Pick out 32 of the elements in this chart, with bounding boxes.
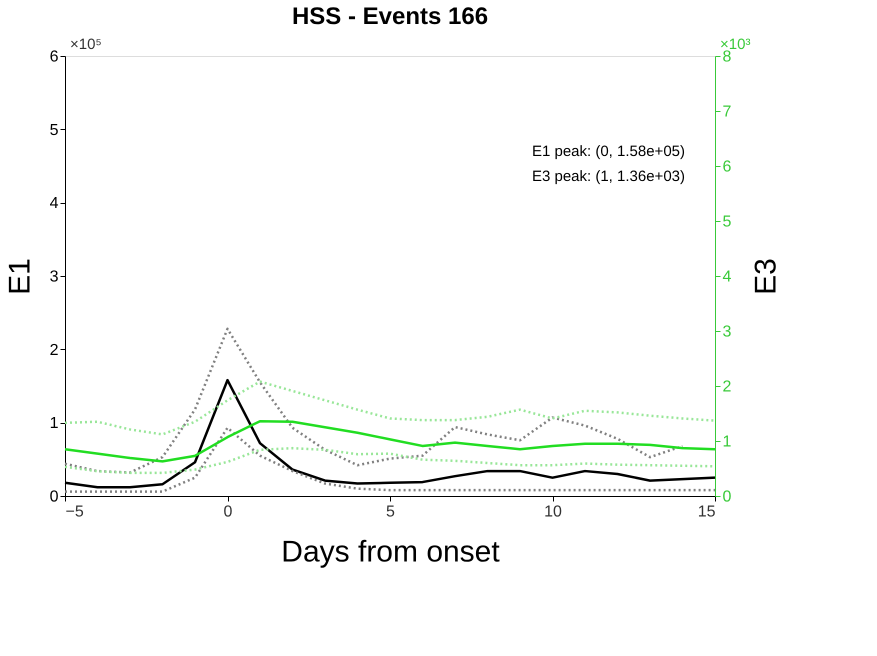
- y2-tick-label: 8: [722, 48, 732, 66]
- x-tick-label: −5: [66, 504, 84, 520]
- x-axis-title: Days from onset: [281, 536, 500, 568]
- annotation: E1 peak: (0, 1.58e+05): [532, 143, 685, 160]
- chart-title: HSS - Events 166: [292, 3, 488, 30]
- y-tick-label: 5: [50, 122, 59, 139]
- x-tick-label: 15: [698, 504, 716, 520]
- y-tick-label: 4: [50, 195, 59, 212]
- y2-tick-label: 4: [722, 268, 732, 286]
- x-tick-label: 10: [544, 504, 562, 520]
- y2-tick-label: 3: [722, 324, 732, 340]
- y-tick-label: 3: [50, 268, 59, 286]
- line-series: [64, 426, 716, 493]
- x-tick-label: 5: [386, 504, 396, 520]
- annotation: E3 peak: (1, 1.36e+03): [532, 168, 685, 185]
- line-series: [64, 328, 684, 474]
- y2-tick-label: 0: [722, 488, 732, 506]
- line-series: [64, 420, 716, 463]
- y-tick-label: 2: [50, 342, 59, 359]
- y-tick-label: 0: [50, 488, 59, 506]
- y-axis-title: E1: [4, 258, 37, 295]
- x-tick-label: 0: [224, 504, 233, 520]
- y-tick-label: 6: [50, 48, 59, 66]
- y2-tick-label: 2: [722, 378, 732, 396]
- y2-tick-label: 6: [722, 158, 732, 176]
- y2-tick-label: 5: [722, 214, 732, 230]
- y-tick-label: 1: [50, 415, 59, 432]
- y2-tick-label: 1: [722, 434, 732, 450]
- y2-tick-label: 7: [722, 104, 732, 120]
- text: ×10⁵: [70, 36, 102, 53]
- line-series: [64, 380, 716, 436]
- y2-axis-title: E3: [749, 258, 782, 295]
